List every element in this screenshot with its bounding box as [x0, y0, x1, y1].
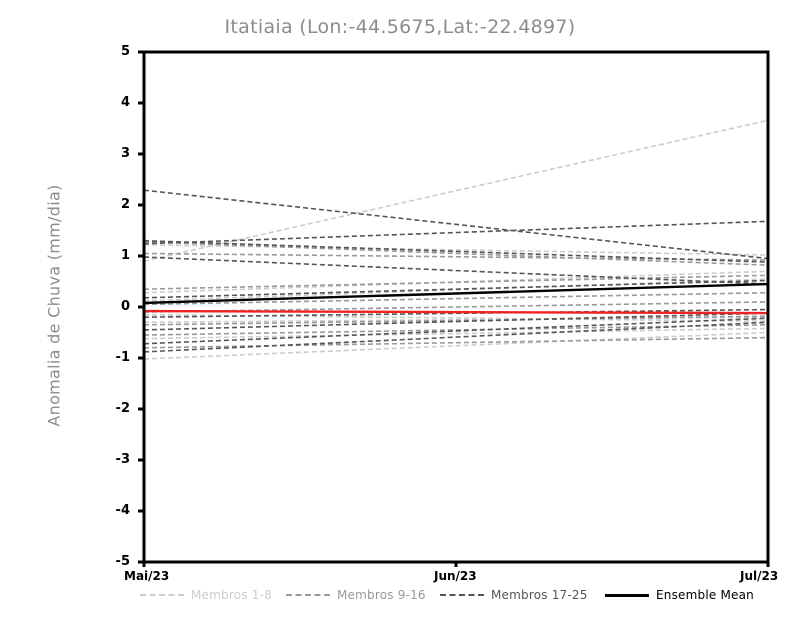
legend-entry[interactable]: Membros 9-16	[286, 586, 426, 604]
series-line	[143, 331, 769, 360]
y-tick-label: 1	[120, 248, 130, 263]
series-line	[143, 220, 769, 245]
legend-label: Membros 9-16	[337, 588, 426, 602]
series-line	[143, 240, 769, 266]
series-line	[143, 189, 769, 260]
legend-entry[interactable]: Membros 17-25	[440, 586, 588, 604]
series-line	[143, 317, 769, 345]
legend-swatch-icon	[140, 594, 184, 596]
chart-title: Itatiaia (Lon:-44.5675,Lat:-22.4897)	[224, 16, 576, 38]
legend-swatch-icon	[605, 593, 649, 597]
y-tick-label: -5	[115, 554, 130, 569]
axis-ticks	[138, 50, 770, 567]
series-line	[143, 279, 769, 299]
series-line	[143, 282, 769, 305]
y-tick-label: 0	[120, 299, 130, 314]
legend-label: Ensemble Mean	[656, 588, 754, 602]
legend-entry[interactable]: Membros 1-8	[140, 586, 272, 604]
y-tick-label: -3	[115, 452, 130, 467]
legend-label: Membros 17-25	[491, 588, 588, 602]
series-line	[143, 239, 769, 263]
y-tick-label: 3	[120, 146, 130, 161]
y-tick-label: 4	[120, 95, 130, 110]
series-line	[143, 256, 769, 285]
legend-entry[interactable]: Ensemble Mean	[605, 586, 754, 604]
y-tick-label: 5	[120, 44, 130, 59]
chart-legend: Membros 1-8 Membros 9-16 Membros 17-25 Ense…	[0, 586, 800, 608]
y-tick-label: 2	[120, 197, 130, 212]
y-tick-label: -1	[115, 350, 130, 365]
legend-swatch-icon	[286, 594, 330, 596]
series-line	[143, 291, 769, 306]
legend-swatch-icon	[440, 594, 484, 596]
series-line	[143, 274, 769, 290]
x-tick-label: Mai/23	[124, 569, 170, 583]
series-layer	[143, 119, 769, 360]
series-line	[143, 308, 769, 318]
y-tick-label: -2	[115, 401, 130, 416]
legend-label: Membros 1-8	[191, 588, 272, 602]
series-line	[143, 309, 769, 315]
series-line	[143, 327, 769, 340]
series-line	[143, 315, 769, 326]
series-line	[143, 119, 769, 262]
series-line	[143, 243, 769, 256]
y-tick-label: -4	[115, 503, 130, 518]
x-tick-label: Jun/23	[434, 569, 477, 583]
series-line	[143, 312, 769, 331]
series-line	[143, 336, 769, 349]
x-tick-label: Jul/23	[740, 569, 779, 583]
series-line	[143, 321, 769, 353]
